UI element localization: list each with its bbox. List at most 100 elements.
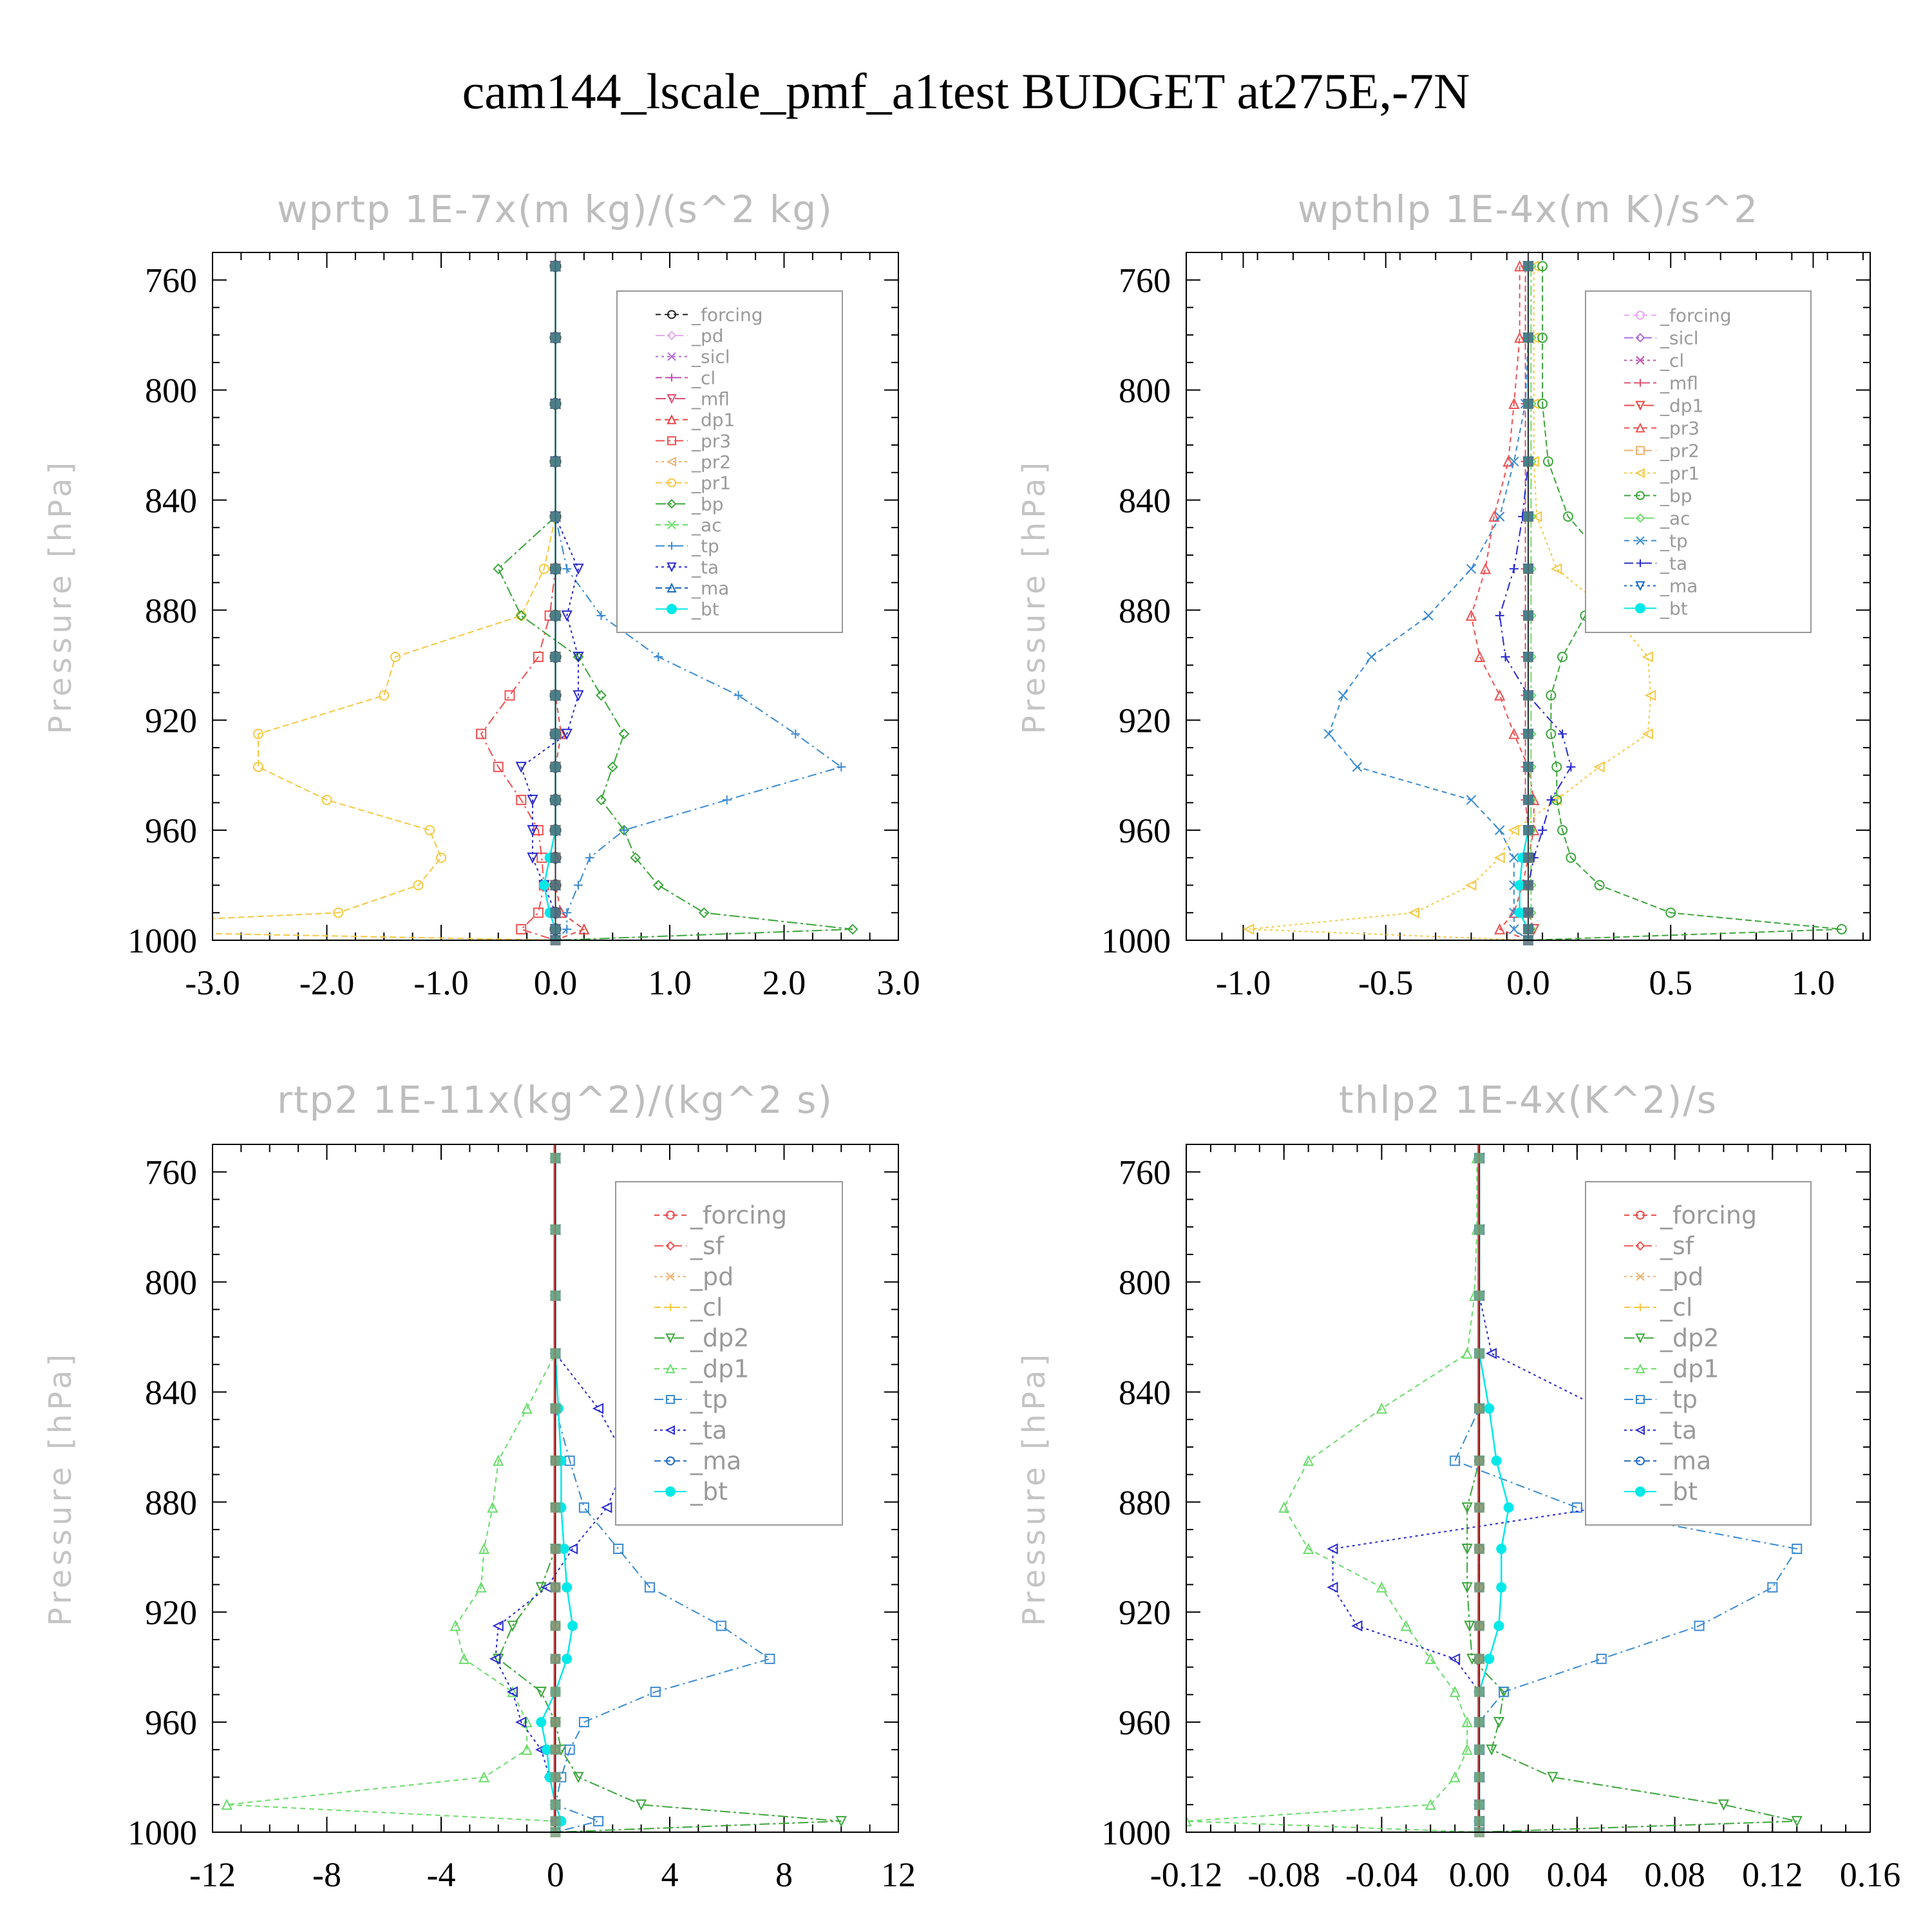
y-tick-label: 800 <box>1119 1264 1171 1302</box>
series-point <box>413 880 424 891</box>
series-point <box>1499 1687 1510 1698</box>
x-tick-label: 0.08 <box>1644 1855 1705 1894</box>
legend-marker <box>665 1425 675 1435</box>
legend-label: _tp <box>1660 531 1688 552</box>
zero-marker <box>1474 1502 1485 1513</box>
series-line-pr1 <box>213 266 556 940</box>
series-point <box>1466 564 1477 574</box>
series-point <box>596 794 607 806</box>
legend-label: _ma <box>690 1446 741 1475</box>
legend-label: _ta <box>1660 1416 1697 1444</box>
zero-marker <box>1474 1772 1485 1783</box>
series-point <box>1508 824 1519 836</box>
zero-marker <box>550 880 561 891</box>
series-point <box>592 1403 604 1414</box>
series-point <box>573 564 584 575</box>
x-tick-label: 0.04 <box>1547 1855 1608 1894</box>
series-point <box>1338 690 1349 701</box>
series-point <box>450 1620 461 1631</box>
legend-label: _pr2 <box>691 451 731 473</box>
series-point <box>535 1687 547 1698</box>
series-line-ta <box>520 266 580 940</box>
series-point <box>835 1815 847 1828</box>
series-point <box>652 880 664 891</box>
series-line-bt <box>543 266 556 940</box>
series-point <box>764 1653 775 1664</box>
legend-label: _pr1 <box>1660 463 1700 484</box>
y-axis-label: Pressure [hPa] <box>43 1350 79 1626</box>
zero-marker <box>1474 1455 1485 1466</box>
legend-label: _ac <box>1660 508 1690 529</box>
y-tick-label: 880 <box>145 591 197 630</box>
series-point <box>574 880 583 890</box>
series-point <box>1593 761 1605 773</box>
series-point <box>1509 853 1519 863</box>
series-point <box>1448 1653 1461 1665</box>
series-point <box>1551 761 1562 772</box>
series-point <box>1480 563 1492 574</box>
legend-label: _cl <box>690 1293 723 1321</box>
legend-marker <box>667 478 676 488</box>
series-point <box>596 690 607 701</box>
series-point <box>558 1543 569 1554</box>
series-line-tp <box>1328 266 1529 940</box>
legend-item: _bp <box>656 493 724 515</box>
series-point <box>722 795 732 805</box>
zero-marker <box>1523 511 1533 522</box>
series-point <box>1547 1772 1558 1783</box>
zero-marker <box>1523 456 1533 467</box>
legend-marker <box>667 330 677 341</box>
x-tick-label: 0.0 <box>1506 963 1550 1002</box>
series-point <box>650 1687 661 1698</box>
legend-label: _forcing <box>1660 305 1732 327</box>
zero-marker <box>1523 795 1533 806</box>
legend-label: _sicl <box>1660 328 1699 349</box>
zero-marker <box>1474 1290 1485 1301</box>
series-point <box>1491 1455 1502 1466</box>
legend: _forcing_pd_sicl_cl_mfl_dp1_pr3_pr2_pr1_… <box>616 290 843 633</box>
series-point <box>562 908 572 918</box>
y-tick-label: 1000 <box>128 922 197 960</box>
legend-frame <box>615 1181 843 1526</box>
legend-item: _forcing <box>656 304 763 325</box>
series-point <box>1557 651 1568 662</box>
series-point <box>516 923 527 934</box>
series-point <box>504 690 515 701</box>
x-tick-label: 1.0 <box>648 963 692 1002</box>
series-point <box>596 611 606 620</box>
x-tick-label: 8 <box>775 1855 793 1894</box>
axes-frame <box>1186 252 1871 941</box>
y-axis-label: Pressure [hPa] <box>1016 459 1052 734</box>
series-point <box>515 610 527 621</box>
y-tick-label: 800 <box>1119 372 1171 410</box>
y-tick-label: 880 <box>145 1483 197 1522</box>
series-point <box>1514 260 1526 272</box>
y-axis-label: Pressure [hPa] <box>1016 1350 1052 1626</box>
legend-item: _dp1 <box>656 410 735 431</box>
legend-marker <box>667 414 677 424</box>
series-point <box>644 1582 655 1593</box>
y-tick-label: 1000 <box>1101 1814 1171 1852</box>
series-point <box>630 852 641 864</box>
panel-4: thlp2 1E-4x(K^2)/s Pressure [hPa] 760 800 84… <box>1016 1078 1900 1894</box>
series-point <box>636 1799 647 1811</box>
series-point <box>538 564 549 574</box>
legend-label: _pr3 <box>1660 418 1700 439</box>
series-point <box>593 1815 604 1826</box>
x-tick-label: 0.00 <box>1449 1855 1510 1894</box>
series-point <box>1243 923 1255 935</box>
panel-2: wpthlp 1E-4x(m K)/s^2 Pressure [hPa] 760 80… <box>1016 187 1871 1002</box>
legend-marker <box>667 436 676 446</box>
legend-marker <box>1636 1395 1645 1405</box>
series-point <box>1537 261 1548 272</box>
legend-marker <box>667 520 676 529</box>
series-point <box>1546 728 1557 739</box>
legend-marker <box>1634 468 1645 478</box>
series-point <box>533 651 544 662</box>
zero-marker <box>550 1224 561 1235</box>
y-tick-label: 920 <box>1119 1593 1171 1632</box>
series-point <box>1542 456 1553 467</box>
series-point <box>1464 1620 1475 1632</box>
legend-item: _cl <box>1624 350 1684 372</box>
legend-label: _dp1 <box>690 1354 749 1383</box>
